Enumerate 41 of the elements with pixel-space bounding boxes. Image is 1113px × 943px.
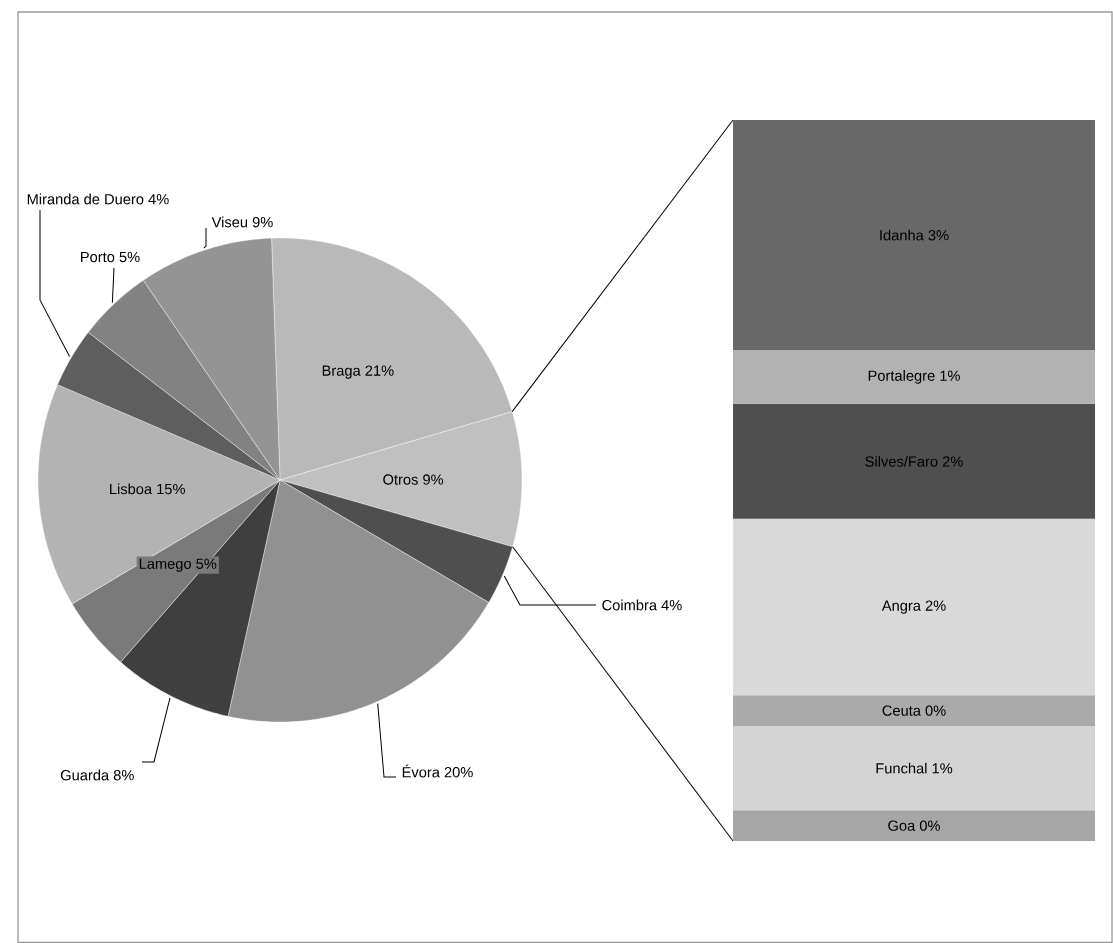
slice-label: Lisboa (110, 483, 153, 495)
data-label: 8% (113, 770, 134, 781)
data-label: 5% (196, 558, 217, 569)
data-label: 1% (932, 763, 953, 774)
data-label: 2% (925, 600, 946, 611)
bar (733, 403, 1096, 519)
slice-label: Viseu (211, 216, 248, 228)
data-label: 9% (423, 474, 444, 485)
data-label: 5% (119, 251, 140, 263)
bar (733, 725, 1096, 811)
slice-label: Otros (383, 474, 418, 485)
data-label: 9% (252, 217, 273, 228)
series-label: Funchal (876, 762, 927, 774)
bar (733, 119, 1096, 351)
data-label: 3% (928, 230, 949, 241)
slice-label: Guarda (60, 769, 110, 781)
series-label: Portalegre (868, 370, 935, 384)
bar (733, 810, 1096, 841)
slice-label: Braga (322, 365, 361, 379)
data-label: 0% (925, 705, 946, 716)
data-label: 2% (942, 456, 963, 467)
series-label: Angra (881, 600, 921, 614)
data-label: 15% (157, 483, 185, 495)
bar (733, 518, 1096, 696)
slice-label: Coimbra (602, 599, 658, 611)
series-label: Goa (888, 820, 916, 831)
data-label: 4% (148, 194, 169, 205)
bar (733, 695, 1096, 726)
slice-label: Évora (402, 764, 440, 778)
data-label: 21% (365, 365, 394, 376)
data-label: 20% (444, 767, 473, 778)
data-label: 4% (661, 600, 682, 611)
data-label: 1% (940, 370, 960, 381)
series-label: Ceuta (882, 705, 921, 716)
series-label: Silves/Faro (865, 455, 938, 467)
series-label: Idanha (880, 229, 924, 241)
slice-label: Miranda de Duero (27, 193, 144, 205)
slice-label: Porto (81, 251, 115, 263)
data-label: 0% (919, 820, 940, 831)
bar (733, 350, 1096, 404)
slice-label: Lamego (139, 558, 191, 572)
